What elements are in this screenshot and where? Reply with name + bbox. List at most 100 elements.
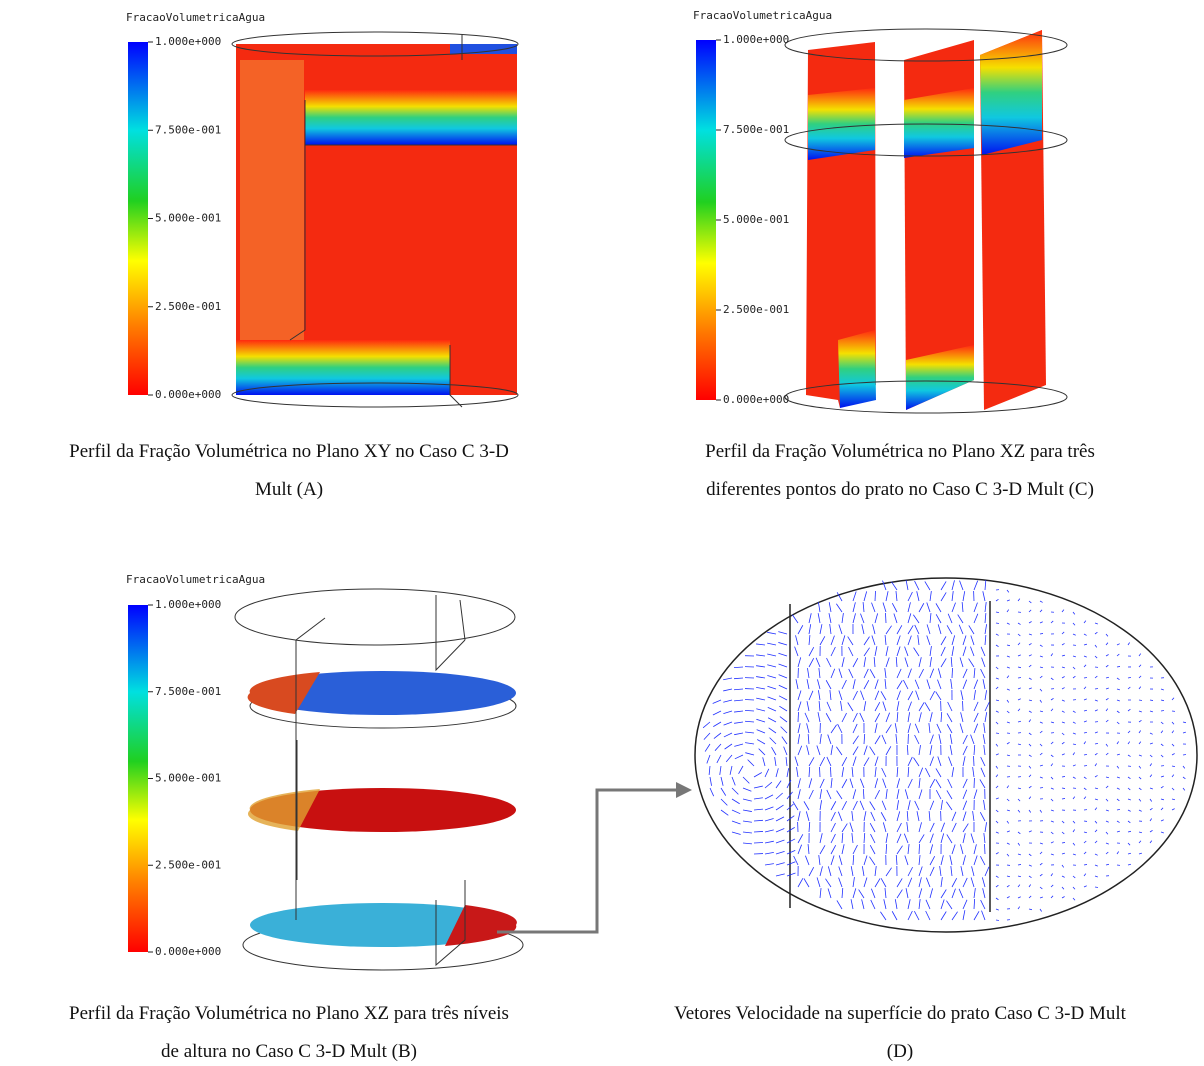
vector	[1094, 798, 1098, 801]
vector	[891, 581, 898, 591]
vector	[951, 811, 957, 822]
disc-2-edge	[247, 789, 320, 831]
vector	[830, 855, 835, 866]
vector	[915, 690, 920, 701]
vector	[946, 900, 953, 910]
vector	[1171, 721, 1175, 725]
vector	[1028, 884, 1032, 888]
vector	[984, 822, 987, 833]
vector	[797, 844, 802, 855]
vector	[874, 679, 879, 690]
vector	[1116, 830, 1120, 833]
vector	[907, 691, 914, 701]
vector	[1039, 621, 1043, 624]
vector	[1127, 776, 1131, 780]
vector	[1094, 675, 1098, 679]
vector	[929, 712, 933, 723]
vector	[1006, 721, 1010, 724]
vector	[1083, 840, 1087, 844]
vector	[1105, 719, 1109, 723]
vector	[713, 721, 722, 727]
vector	[1028, 664, 1032, 668]
vector	[1072, 796, 1076, 800]
vector	[1127, 754, 1131, 757]
vector	[870, 833, 876, 844]
vector	[847, 636, 854, 646]
vector	[946, 801, 953, 811]
vector	[1094, 807, 1098, 811]
vector	[929, 756, 934, 767]
vector	[753, 808, 763, 811]
vector	[775, 792, 783, 800]
vector	[895, 854, 898, 866]
vector	[851, 811, 854, 822]
vector	[907, 877, 913, 888]
vector	[1061, 654, 1065, 657]
vector	[1072, 743, 1077, 746]
vector	[1083, 776, 1087, 780]
vector	[1149, 774, 1153, 778]
vector	[786, 850, 796, 855]
vector	[744, 709, 755, 712]
vector	[960, 690, 964, 701]
vector	[1182, 731, 1186, 734]
vector	[1127, 863, 1132, 866]
colorbar-label: 2.500e-001	[723, 303, 789, 316]
vector	[1050, 776, 1054, 780]
vector	[1072, 732, 1076, 735]
vector	[808, 821, 811, 833]
vector	[716, 754, 722, 764]
caption: (D)	[887, 1041, 913, 1062]
vector	[885, 867, 892, 877]
vector	[962, 635, 967, 646]
vector	[1138, 840, 1142, 844]
vector	[819, 636, 826, 646]
vector	[1138, 809, 1142, 812]
vector	[903, 833, 909, 844]
vector	[1006, 599, 1010, 602]
vector	[841, 679, 847, 690]
vector	[775, 816, 785, 822]
vector	[797, 711, 799, 723]
vector	[1050, 741, 1054, 745]
vector	[1182, 776, 1186, 780]
vector	[840, 701, 843, 712]
vector	[907, 866, 913, 877]
lower-band	[236, 340, 450, 395]
vector	[775, 780, 782, 789]
vector	[795, 679, 799, 690]
vector	[1072, 764, 1076, 767]
vector	[1050, 620, 1054, 624]
vector	[720, 798, 728, 806]
vector	[764, 781, 773, 789]
vector	[816, 745, 821, 756]
vector	[1160, 819, 1164, 822]
vector	[1083, 885, 1087, 888]
vector	[808, 778, 813, 789]
vector	[928, 811, 931, 822]
vector	[929, 888, 933, 899]
vector	[1149, 818, 1152, 822]
vector	[712, 710, 722, 716]
vector	[778, 642, 788, 646]
vector	[907, 625, 914, 635]
vector	[744, 720, 755, 723]
vector	[1061, 852, 1065, 855]
vector	[861, 866, 865, 877]
vector	[1006, 622, 1010, 625]
vector	[885, 657, 890, 668]
vector	[1094, 731, 1098, 734]
vector	[907, 668, 912, 679]
vector	[807, 844, 810, 855]
vector	[1006, 798, 1010, 802]
vector	[778, 674, 788, 679]
vector	[995, 753, 999, 756]
vector	[797, 811, 801, 822]
vector	[1028, 785, 1032, 789]
vector	[841, 887, 844, 899]
vector	[775, 862, 785, 866]
vector	[1127, 686, 1131, 690]
vector	[1171, 798, 1176, 801]
vector	[973, 723, 979, 734]
vector	[808, 866, 815, 877]
